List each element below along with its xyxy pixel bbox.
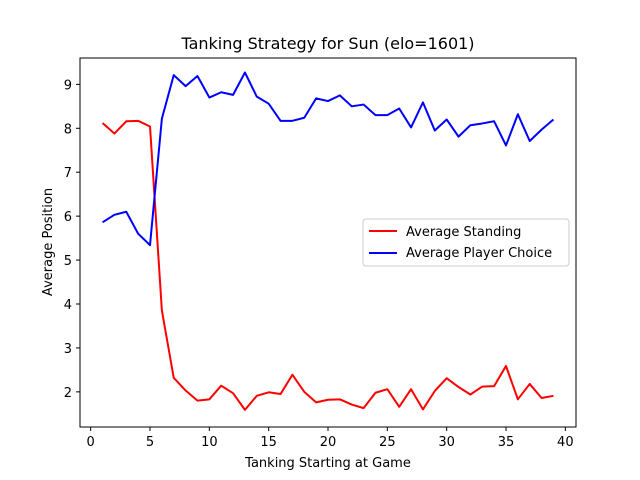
x-tick-label: 10	[201, 435, 218, 450]
y-tick-label: 7	[64, 166, 72, 181]
legend-label-average-standing: Average Standing	[406, 225, 521, 240]
legend-box	[362, 218, 570, 267]
x-axis: 0 5 10 15 20 25 30 35 40	[87, 427, 574, 450]
series-line-average-standing	[101, 119, 554, 411]
y-tick-label: 5	[64, 254, 72, 269]
chart-title: Tanking Strategy for Sun (elo=1601)	[180, 34, 474, 53]
y-tick-label: 2	[64, 386, 72, 401]
y-tick-label: 8	[64, 122, 72, 137]
y-tick-label: 6	[64, 210, 72, 225]
series-group	[101, 71, 555, 411]
x-tick-label: 25	[379, 435, 396, 450]
x-axis-label: Tanking Starting at Game	[244, 456, 411, 471]
x-tick-label: 15	[260, 435, 277, 450]
y-tick-label: 3	[64, 342, 72, 357]
x-tick-label: 30	[438, 435, 455, 450]
y-tick-label: 4	[64, 298, 72, 313]
legend: Average Standing Average Player Choice	[362, 218, 570, 267]
x-tick-label: 5	[146, 435, 154, 450]
y-axis-label: Average Position	[41, 188, 56, 296]
legend-label-average-player-choice: Average Player Choice	[406, 246, 552, 261]
y-tick-label: 9	[64, 78, 72, 93]
series-line-average-player-choice	[102, 71, 555, 247]
x-tick-label: 0	[87, 435, 95, 450]
plot-frame	[79, 57, 577, 428]
x-tick-label: 40	[557, 435, 574, 450]
y-axis: 2 3 4 5 6 7 8 9	[64, 78, 80, 401]
x-tick-label: 35	[498, 435, 515, 450]
x-tick-label: 20	[320, 435, 337, 450]
